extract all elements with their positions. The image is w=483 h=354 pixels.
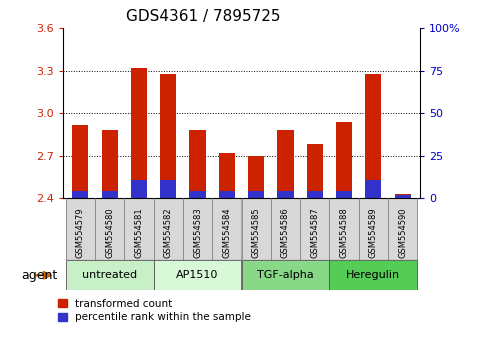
Bar (189, 130, 206, 198)
Text: GSM554580: GSM554580 (105, 207, 114, 258)
Bar (219, 191, 235, 198)
Bar (365, 74, 382, 198)
Bar (160, 180, 176, 198)
Text: agent: agent (22, 269, 58, 282)
Bar (388, 198, 417, 260)
Bar (277, 191, 294, 198)
Text: GSM554588: GSM554588 (340, 207, 349, 258)
Text: AP1510: AP1510 (176, 270, 219, 280)
Bar (66, 198, 95, 260)
Text: GSM554590: GSM554590 (398, 207, 407, 258)
Bar (248, 156, 264, 198)
Bar (336, 122, 352, 198)
Bar (131, 180, 147, 198)
Bar (329, 260, 417, 290)
Bar (95, 198, 124, 260)
Text: GDS4361 / 7895725: GDS4361 / 7895725 (126, 9, 280, 24)
Bar (329, 198, 359, 260)
Bar (219, 153, 235, 198)
Bar (101, 191, 118, 198)
Bar (359, 198, 388, 260)
Bar (183, 198, 212, 260)
Bar (154, 198, 183, 260)
Text: GSM554582: GSM554582 (164, 207, 173, 258)
Legend: transformed count, percentile rank within the sample: transformed count, percentile rank withi… (58, 299, 251, 322)
Bar (160, 74, 176, 198)
Text: TGF-alpha: TGF-alpha (257, 270, 314, 280)
Bar (365, 180, 382, 198)
Bar (271, 198, 300, 260)
Bar (336, 191, 352, 198)
Bar (277, 130, 294, 198)
Text: GSM554589: GSM554589 (369, 207, 378, 258)
Bar (66, 260, 154, 290)
Bar (248, 191, 264, 198)
Bar (395, 194, 411, 198)
Bar (101, 130, 118, 198)
Text: Heregulin: Heregulin (346, 270, 400, 280)
Bar (395, 195, 411, 198)
Text: GSM554587: GSM554587 (310, 207, 319, 258)
Bar (189, 191, 206, 198)
Text: GSM554586: GSM554586 (281, 207, 290, 258)
Bar (212, 198, 242, 260)
Bar (131, 68, 147, 198)
Bar (307, 191, 323, 198)
Bar (242, 260, 329, 290)
Text: untreated: untreated (82, 270, 137, 280)
Bar (72, 125, 88, 198)
Bar (72, 191, 88, 198)
Text: GSM554584: GSM554584 (222, 207, 231, 258)
Bar (154, 260, 242, 290)
Text: GSM554583: GSM554583 (193, 207, 202, 258)
Text: GSM554579: GSM554579 (76, 207, 85, 258)
Text: GSM554585: GSM554585 (252, 207, 261, 258)
Bar (307, 144, 323, 198)
Bar (300, 198, 329, 260)
Text: GSM554581: GSM554581 (134, 207, 143, 258)
Bar (242, 198, 271, 260)
Bar (124, 198, 154, 260)
